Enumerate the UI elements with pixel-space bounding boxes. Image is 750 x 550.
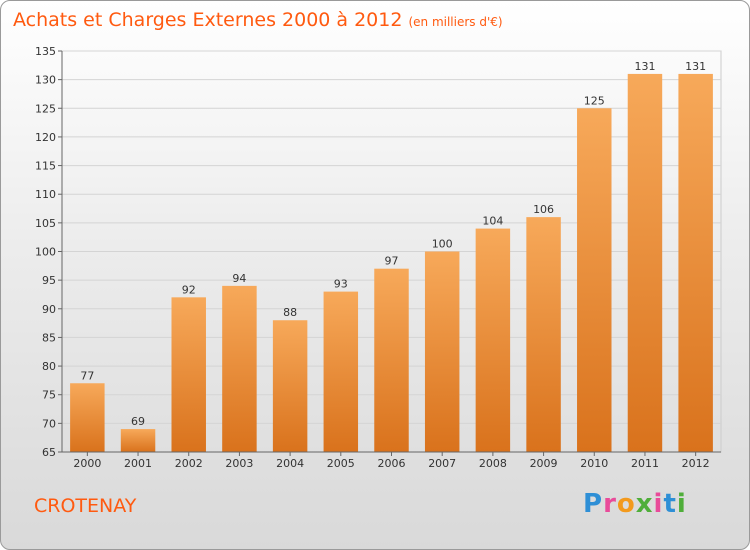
y-tick-label: 90 <box>42 303 56 316</box>
x-tick-label: 2011 <box>631 457 659 470</box>
bar <box>171 297 206 452</box>
x-tick-label: 2008 <box>479 457 507 470</box>
x-tick-label: 2004 <box>276 457 304 470</box>
bar <box>323 291 359 452</box>
y-tick-label: 75 <box>42 389 56 402</box>
bar <box>577 108 612 453</box>
y-tick-label: 130 <box>35 74 56 87</box>
bar <box>272 320 308 452</box>
bar <box>475 228 511 452</box>
proxiti-logo: Proxiti <box>583 489 687 519</box>
bar <box>374 268 409 452</box>
bar <box>627 73 663 453</box>
bar <box>120 429 156 452</box>
bars: 77 69 92 94 88 93 97 100 104 106 125 131 131 <box>70 60 713 453</box>
bar <box>678 73 713 453</box>
bar-value-label: 125 <box>584 94 605 107</box>
x-tick-label: 2000 <box>73 457 101 470</box>
bar-value-label: 97 <box>385 255 399 268</box>
chart-title: Achats et Charges Externes 2000 à 2012 (e… <box>13 9 503 31</box>
place-name: CROTENAY <box>34 495 137 517</box>
bar-value-label: 93 <box>334 278 348 291</box>
x-tick-label: 2005 <box>327 457 355 470</box>
bar <box>526 217 561 452</box>
bar-value-label: 77 <box>80 369 94 382</box>
y-tick-label: 95 <box>42 274 56 287</box>
x-tick-label: 2003 <box>225 457 253 470</box>
x-tick-label: 2010 <box>580 457 608 470</box>
y-tick-label: 105 <box>35 217 56 230</box>
y-tick-label: 70 <box>42 417 56 430</box>
y-tick-label: 65 <box>42 446 56 459</box>
bar-value-label: 69 <box>131 415 145 428</box>
title-text: Achats et Charges Externes 2000 à 2012 <box>13 9 403 31</box>
x-tick-label: 2012 <box>682 457 710 470</box>
y-tick-label: 85 <box>42 331 56 344</box>
y-axis: 65 70 75 80 85 90 95 100 105 110 115 120 125 130 135 <box>35 45 63 459</box>
y-tick-label: 115 <box>35 160 56 173</box>
x-tick-label: 2001 <box>124 457 152 470</box>
x-axis: 2000 2001 2002 2003 2004 2005 2006 2007 2008 2009… <box>62 451 721 470</box>
bar <box>424 251 460 452</box>
y-tick-label: 80 <box>42 360 56 373</box>
bar-value-label: 106 <box>533 203 554 216</box>
x-tick-label: 2007 <box>428 457 456 470</box>
x-tick-label: 2006 <box>378 457 406 470</box>
x-tick-label: 2002 <box>175 457 203 470</box>
bar-value-label: 88 <box>283 306 297 319</box>
bar <box>222 285 257 452</box>
bar-value-label: 104 <box>482 215 503 228</box>
y-tick-label: 135 <box>35 45 56 58</box>
bar-value-label: 94 <box>232 272 246 285</box>
y-tick-label: 100 <box>35 246 56 259</box>
bar-value-label: 131 <box>634 60 655 73</box>
bar-value-label: 100 <box>432 238 453 251</box>
y-tick-label: 120 <box>35 131 56 144</box>
chart-subtitle: (en milliers d'€) <box>408 15 503 29</box>
bar <box>70 383 105 452</box>
y-tick-label: 125 <box>35 102 56 115</box>
y-tick-label: 110 <box>35 188 56 201</box>
x-tick-label: 2009 <box>530 457 558 470</box>
bar-value-label: 131 <box>685 60 706 73</box>
bar-value-label: 92 <box>182 283 196 296</box>
